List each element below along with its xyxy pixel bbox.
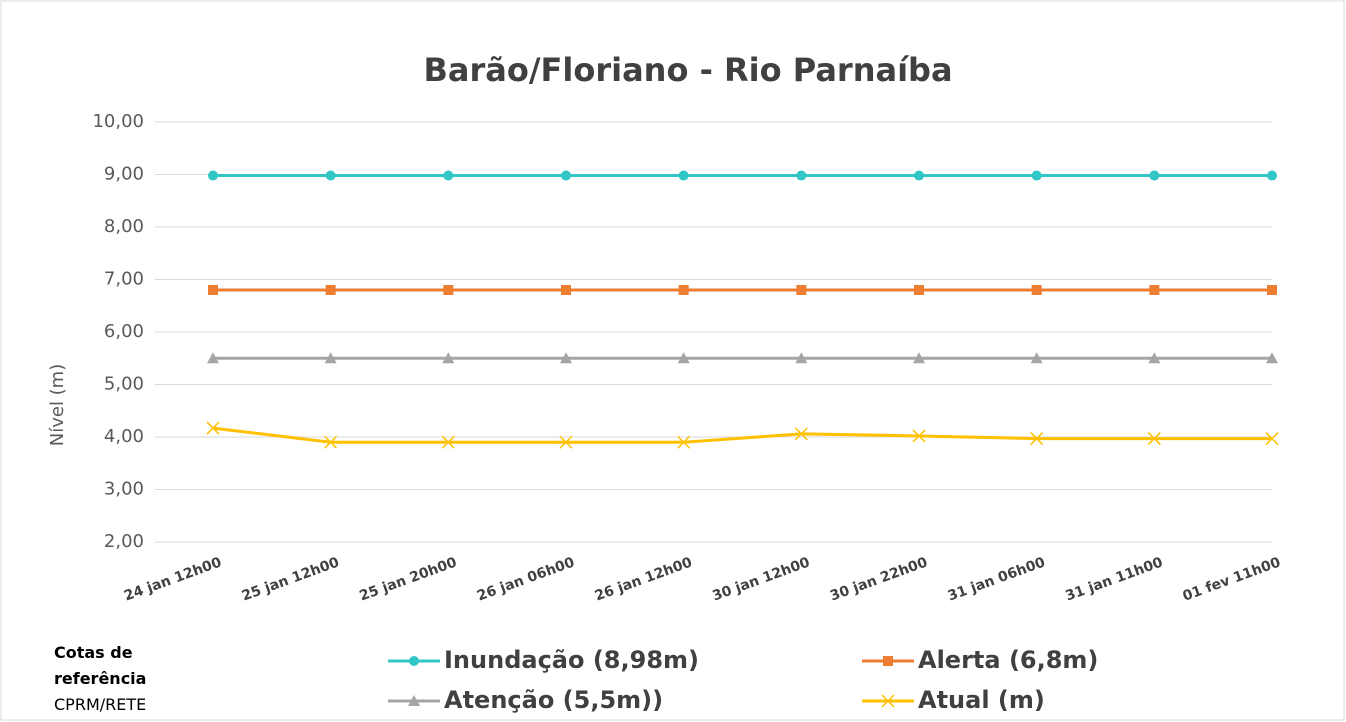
marker xyxy=(678,285,689,295)
series xyxy=(208,285,1277,295)
marker xyxy=(443,285,454,295)
legend-label: Alerta (6,8m) xyxy=(918,646,1098,674)
marker xyxy=(443,170,454,181)
series xyxy=(208,170,1277,181)
legend-item: Inundação (8,98m) xyxy=(388,646,699,674)
marker xyxy=(1265,432,1279,446)
notes: Cotas de referência CPRM/RETE xyxy=(54,640,174,718)
legend-item: Atual (m) xyxy=(862,686,1045,714)
marker xyxy=(1030,352,1043,364)
legend-marker xyxy=(881,694,895,708)
marker xyxy=(1149,285,1160,295)
marker xyxy=(678,170,689,181)
marker xyxy=(914,285,924,295)
legend-marker xyxy=(883,656,893,666)
y-tick-label: 7,00 xyxy=(104,269,144,290)
marker xyxy=(914,170,924,181)
marker xyxy=(325,170,336,181)
series xyxy=(206,421,1279,449)
chart-title: Barão/Floriano - Rio Parnaíba xyxy=(423,51,952,89)
legend-item: Atenção (5,5m)) xyxy=(388,686,663,714)
legend-label: Atenção (5,5m)) xyxy=(444,686,663,714)
y-tick-label: 8,00 xyxy=(104,216,144,237)
y-tick-label: 5,00 xyxy=(104,374,144,395)
marker xyxy=(796,285,807,295)
y-tick-label: 9,00 xyxy=(104,164,144,185)
marker xyxy=(208,285,218,295)
marker xyxy=(795,352,808,364)
marker xyxy=(1149,170,1160,181)
marker xyxy=(1031,285,1042,295)
marker xyxy=(206,421,220,435)
marker xyxy=(677,352,690,364)
note-title: Cotas de referência xyxy=(54,643,147,688)
marker xyxy=(1147,432,1161,446)
legend-marker xyxy=(408,695,420,706)
marker xyxy=(561,285,571,295)
marker xyxy=(1148,352,1161,364)
marker xyxy=(794,427,808,441)
legend-label: Atual (m) xyxy=(918,686,1045,714)
y-tick-label: 3,00 xyxy=(104,479,144,500)
marker xyxy=(559,435,573,449)
marker xyxy=(560,352,572,364)
marker xyxy=(442,352,455,364)
y-tick-label: 10,00 xyxy=(92,111,144,132)
marker xyxy=(913,352,925,364)
marker xyxy=(324,435,338,449)
marker xyxy=(207,352,219,364)
series xyxy=(207,352,1278,364)
legend-label: Inundação (8,98m) xyxy=(444,646,699,674)
marker xyxy=(324,352,337,364)
marker xyxy=(1266,352,1278,364)
series-line xyxy=(212,426,1272,444)
marker xyxy=(1267,285,1277,295)
marker xyxy=(325,285,336,295)
marker xyxy=(677,435,691,449)
marker xyxy=(441,435,455,449)
y-tick-label: 4,00 xyxy=(104,426,144,447)
marker xyxy=(1030,432,1044,446)
marker xyxy=(912,429,926,443)
legend-marker xyxy=(409,656,419,666)
marker xyxy=(561,170,571,181)
y-axis-label: Nível (m) xyxy=(47,364,68,447)
marker xyxy=(208,170,218,181)
marker xyxy=(1267,170,1277,181)
y-tick-label: 6,00 xyxy=(104,321,144,342)
legend-item: Alerta (6,8m) xyxy=(862,646,1098,674)
y-tick-label: 2,00 xyxy=(104,531,144,552)
marker xyxy=(796,170,807,181)
marker xyxy=(1031,170,1042,181)
note-source: CPRM/RETE xyxy=(54,695,147,714)
